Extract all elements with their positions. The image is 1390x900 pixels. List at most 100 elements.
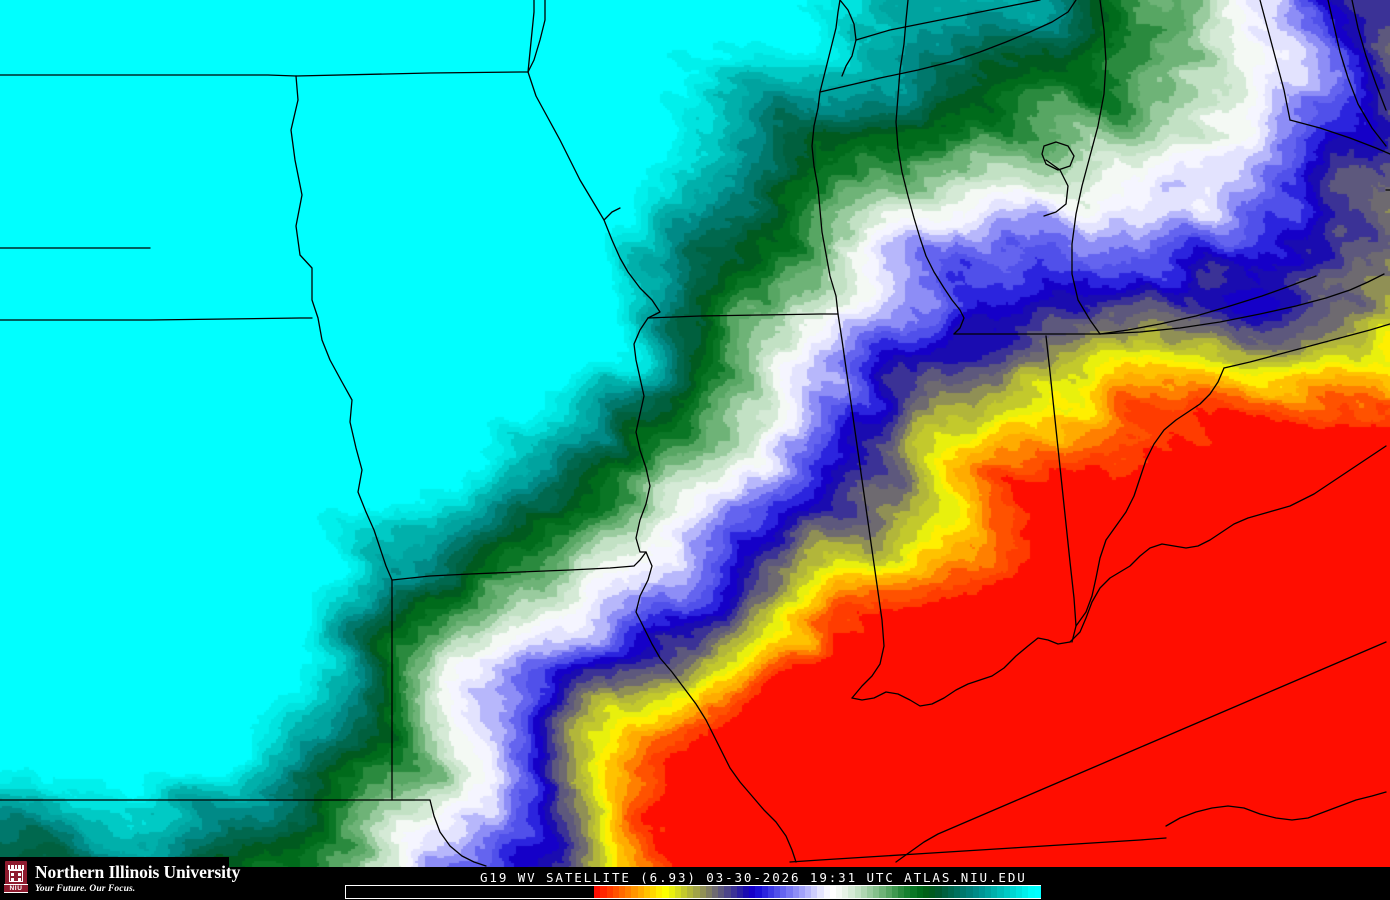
colorbar-segment: [786, 886, 793, 898]
colorbar-segment: [389, 886, 396, 898]
colorbar-segment: [873, 886, 880, 898]
colorbar-segment: [352, 886, 359, 898]
colorbar-segment: [916, 886, 923, 898]
colorbar-segment: [358, 886, 365, 898]
colorbar-segment: [544, 886, 551, 898]
colorbar-segment: [780, 886, 787, 898]
colorbar-segment: [519, 886, 526, 898]
colorbar-segment: [774, 886, 781, 898]
colorbar-segment: [854, 886, 861, 898]
colorbar-segment: [842, 886, 849, 898]
colorbar-segment: [953, 886, 961, 898]
colorbar-segment: [910, 886, 917, 898]
colorbar-segment: [761, 886, 768, 898]
colorbar-segment: [1015, 886, 1023, 898]
colorbar-segment: [550, 886, 557, 898]
colorbar-segment: [625, 886, 632, 898]
colorbar-segment: [581, 886, 588, 898]
colorbar-segment: [432, 886, 440, 898]
colorbar-segment: [600, 886, 607, 898]
colorbar-segment: [631, 886, 638, 898]
niu-shield-text: NIU: [4, 883, 28, 893]
colorbar-segment: [668, 886, 675, 898]
colorbar-segment: [587, 886, 595, 898]
colorbar-segment: [978, 886, 985, 898]
colorbar-segment: [718, 886, 725, 898]
colorbar-segment: [960, 886, 967, 898]
university-tagline: Your Future. Our Focus.: [35, 883, 136, 894]
colorbar-segment: [749, 886, 756, 898]
colorbar-segment: [972, 886, 979, 898]
colorbar-segment: [470, 886, 477, 898]
colorbar-segment: [984, 886, 992, 898]
colorbar-segment: [898, 886, 905, 898]
colorbar-segment: [556, 886, 564, 898]
colorbar-segment: [575, 886, 582, 898]
colorbar-segment: [501, 886, 508, 898]
colorbar-segment: [705, 886, 712, 898]
colorbar-segment: [569, 886, 576, 898]
colorbar-segment: [674, 886, 681, 898]
colorbar-segment: [395, 886, 402, 898]
colorbar-segment: [711, 886, 719, 898]
colorbar-segment: [836, 886, 843, 898]
colorbar-segment: [1022, 886, 1029, 898]
colorbar-segment: [457, 886, 464, 898]
colorbar-segment: [637, 886, 644, 898]
colorbar-segment: [426, 886, 433, 898]
colorbar-segment: [817, 886, 824, 898]
colorbar-segment: [935, 886, 942, 898]
colorbar-segment: [476, 886, 483, 898]
colorbar-segment: [885, 886, 892, 898]
colorbar-segment: [513, 886, 520, 898]
colorbar-segment: [563, 886, 570, 898]
colorbar-segment: [408, 886, 415, 898]
colorbar-segment: [680, 886, 688, 898]
colorbar-segment: [662, 886, 669, 898]
colorbar-segment: [463, 886, 471, 898]
colorbar-segment: [488, 886, 495, 898]
colorbar-segment: [594, 886, 601, 898]
colorbar-segment: [941, 886, 948, 898]
university-name: Northern Illinois University: [35, 861, 241, 882]
colorbar: [345, 885, 1041, 899]
colorbar-segment: [364, 886, 371, 898]
colorbar-segment: [724, 886, 731, 898]
colorbar-segment: [1034, 886, 1041, 898]
niu-logo[interactable]: NIU Northern Illinois University Your Fu…: [0, 857, 240, 900]
colorbar-segment: [1009, 886, 1016, 898]
colorbar-segment: [829, 886, 837, 898]
niu-shield-icon: NIU: [3, 860, 29, 898]
satellite-timestamp-label: G19 WV SATELLITE (6.93) 03-30-2026 19:31…: [480, 870, 1027, 885]
colorbar-segment: [792, 886, 799, 898]
colorbar-segment: [997, 886, 1004, 898]
colorbar-segment: [1003, 886, 1010, 898]
colorbar-segment: [439, 886, 446, 898]
colorbar-segment: [1028, 886, 1035, 898]
colorbar-segment: [494, 886, 502, 898]
colorbar-segment: [687, 886, 694, 898]
colorbar-segment: [798, 886, 806, 898]
colorbar-segment: [929, 886, 936, 898]
colorbar-segment: [904, 886, 911, 898]
colorbar-segment: [848, 886, 855, 898]
colorbar-segment: [743, 886, 750, 898]
colorbar-segment: [991, 886, 998, 898]
colorbar-segment: [947, 886, 954, 898]
colorbar-segment: [755, 886, 762, 898]
colorbar-segment: [867, 886, 874, 898]
colorbar-segment: [482, 886, 489, 898]
colorbar-segment: [693, 886, 700, 898]
colorbar-segment: [649, 886, 657, 898]
colorbar-segment: [805, 886, 812, 898]
colorbar-segment: [879, 886, 886, 898]
colorbar-segment: [451, 886, 458, 898]
colorbar-segment: [525, 886, 533, 898]
colorbar-segment: [612, 886, 619, 898]
colorbar-segment: [730, 886, 737, 898]
colorbar-segment: [823, 886, 830, 898]
colorbar-segment: [656, 886, 663, 898]
colorbar-segment: [643, 886, 650, 898]
colorbar-segment: [377, 886, 384, 898]
